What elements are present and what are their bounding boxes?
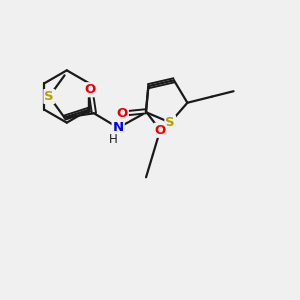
Text: H: H xyxy=(109,133,118,146)
Text: S: S xyxy=(44,90,54,103)
Text: N: N xyxy=(112,121,124,134)
Text: O: O xyxy=(85,83,96,96)
Text: S: S xyxy=(165,116,175,129)
Text: O: O xyxy=(117,107,128,120)
Text: O: O xyxy=(154,124,166,137)
